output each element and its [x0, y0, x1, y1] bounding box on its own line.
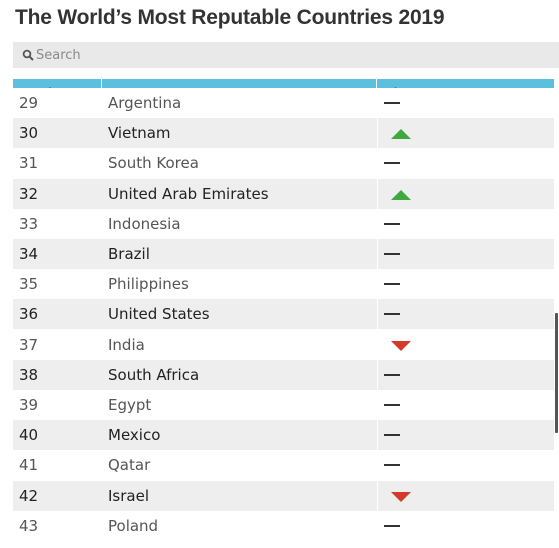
change-cell: [377, 178, 554, 209]
country-cell: United Arab Emirates: [108, 184, 269, 203]
country-cell: Brazil: [108, 245, 150, 263]
country-cell: South Africa: [108, 365, 200, 384]
change-cell: [377, 208, 554, 239]
rank-cell: 31: [19, 154, 39, 173]
change-cell: [377, 148, 554, 179]
rank-cell: 36: [19, 305, 39, 324]
search-input[interactable]: [36, 42, 536, 68]
dash-icon: [384, 102, 400, 104]
country-cell: Vietnam: [108, 124, 171, 143]
dash-icon: [384, 222, 400, 225]
dash-icon: [384, 404, 400, 406]
rank-cell: 35: [19, 275, 39, 294]
change-cell: [377, 359, 554, 390]
country-cell: Israel: [108, 486, 149, 505]
table-row: 33 Indonesia: [13, 208, 554, 239]
scrollbar-thumb[interactable]: [555, 313, 558, 433]
change-cell: [377, 390, 554, 420]
rank-cell: 32: [19, 184, 39, 203]
triangle-up-icon: [391, 129, 411, 140]
table-row: 43 Poland: [13, 510, 554, 541]
table-row: 41 Qatar: [13, 450, 554, 481]
country-cell: India: [108, 335, 145, 354]
change-cell: [377, 510, 554, 541]
change-cell: [377, 269, 554, 300]
rank-cell: 41: [19, 456, 39, 475]
rank-cell: 30: [19, 124, 39, 143]
table-row: 36 United States: [13, 299, 554, 330]
change-cell: [377, 239, 554, 269]
dash-icon: [384, 524, 400, 527]
country-cell: South Korea: [108, 154, 199, 173]
table-row: 35 Philippines: [13, 269, 554, 300]
dash-icon: [384, 464, 400, 467]
country-cell: Philippines: [108, 275, 189, 294]
dash-icon: [384, 162, 400, 165]
country-cell: Egypt: [108, 396, 152, 414]
change-cell: [377, 480, 554, 511]
table-row: 29 Argentina: [13, 88, 554, 118]
dash-icon: [384, 253, 400, 255]
page-title: The World’s Most Reputable Countries 201…: [15, 6, 445, 29]
country-cell: United States: [108, 305, 210, 324]
change-cell: [377, 299, 554, 330]
change-cell: [377, 450, 554, 481]
change-cell: [377, 88, 554, 118]
search-icon: [22, 49, 34, 61]
rank-cell: 38: [19, 365, 39, 384]
table-row: 42 Israel: [13, 480, 554, 511]
table-row: 40 Mexico: [13, 420, 554, 451]
table-row: 30 Vietnam: [13, 118, 554, 149]
table-row: 37 India: [13, 329, 554, 360]
triangle-down-icon: [391, 491, 411, 502]
rank-cell: 43: [19, 516, 39, 535]
country-cell: Mexico: [108, 426, 161, 445]
country-cell: Indonesia: [108, 214, 181, 233]
rankings-table: Rank Country Change YOY 29Argentina30Vie…: [13, 79, 559, 548]
rank-cell: 42: [19, 486, 39, 505]
dash-icon: [384, 434, 400, 437]
table-row: 34 Brazil: [13, 239, 554, 269]
rank-cell: 40: [19, 426, 39, 445]
rank-cell: 33: [19, 214, 39, 233]
triangle-down-icon: [391, 340, 411, 351]
rank-cell: 29: [19, 94, 39, 112]
change-cell: [377, 329, 554, 360]
dash-icon: [384, 313, 400, 316]
table-row: 38 South Africa: [13, 359, 554, 390]
rank-cell: 37: [19, 335, 39, 354]
table-row: 39 Egypt: [13, 390, 554, 420]
rank-cell: 34: [19, 245, 39, 263]
change-cell: [377, 118, 554, 149]
country-cell: Argentina: [108, 94, 182, 112]
triangle-up-icon: [391, 189, 411, 200]
table-row: 32 United Arab Emirates: [13, 178, 554, 209]
change-cell: [377, 420, 554, 451]
table-row: 31 South Korea: [13, 148, 554, 179]
country-cell: Qatar: [108, 456, 151, 475]
dash-icon: [384, 373, 400, 376]
search-bar[interactable]: [13, 42, 559, 68]
country-cell: Poland: [108, 516, 159, 535]
dash-icon: [384, 283, 400, 286]
rank-cell: 39: [19, 396, 39, 414]
